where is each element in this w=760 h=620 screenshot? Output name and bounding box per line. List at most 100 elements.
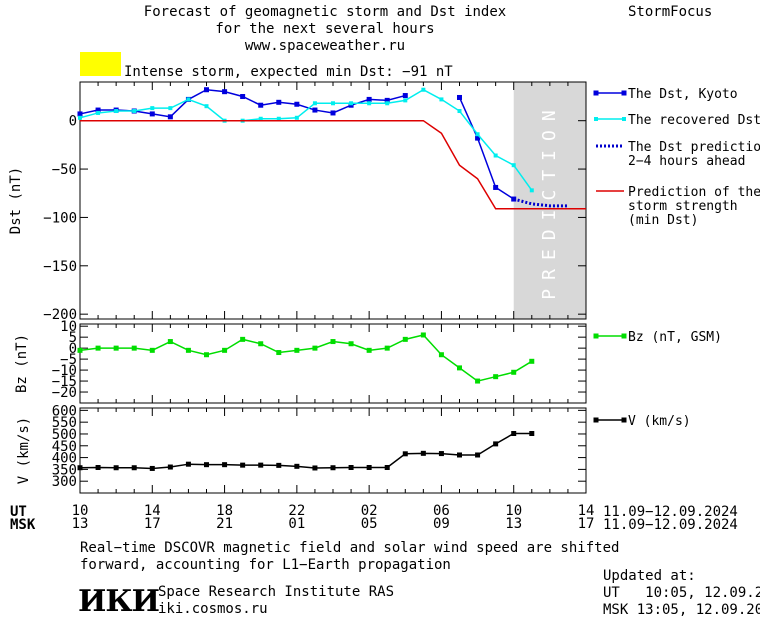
title-line-2: for the next several hours — [215, 21, 435, 37]
legend-label-dst-2: 2−4 hours ahead — [628, 154, 745, 169]
data-point-bz-0 — [204, 352, 209, 358]
iki-logo: ИКИ — [78, 584, 160, 619]
legend-label-dst-1: The recovered Dst — [628, 113, 760, 128]
y-tick-label-dst: −150 — [43, 259, 77, 275]
data-point-bz-0 — [438, 352, 444, 358]
y-tick-label-bz: −5 — [60, 352, 77, 368]
data-point-dst-1 — [367, 101, 372, 106]
updated-label: Updated at: — [603, 568, 696, 584]
footer-note-line-1: Real−time DSCOVR magnetic field and sola… — [80, 540, 620, 556]
data-point-bz-0 — [240, 336, 246, 342]
data-point-dst-0 — [402, 93, 408, 99]
data-point-dst-1 — [421, 87, 426, 92]
data-point-dst-1 — [150, 106, 155, 111]
updated-ut: UT 10:05, 12.09.2024 — [603, 585, 760, 601]
legend-marker — [622, 117, 626, 121]
data-point-v-0 — [95, 465, 101, 470]
data-point-v-0 — [185, 461, 191, 467]
legend-label-v-0: V (km/s) — [628, 414, 691, 429]
data-point-bz-0 — [312, 345, 318, 351]
series-line-dst-3 — [80, 119, 586, 210]
data-point-dst-1 — [132, 109, 137, 114]
series-line-dst-2 — [513, 197, 568, 208]
data-point-dst-0 — [330, 110, 336, 116]
data-point-dst-0 — [149, 111, 155, 117]
data-point-v-0 — [529, 431, 535, 436]
y-tick-label-bz: 5 — [69, 330, 77, 346]
data-point-v-0 — [475, 452, 481, 458]
data-point-v-0 — [258, 462, 264, 468]
prediction-label: PREDICTION — [539, 101, 560, 299]
data-point-bz-0 — [113, 345, 119, 351]
data-point-dst-1 — [511, 163, 516, 168]
data-point-dst-0 — [384, 97, 390, 103]
data-point-v-0 — [113, 465, 119, 471]
data-point-v-0 — [294, 463, 300, 469]
data-point-bz-0 — [276, 350, 282, 356]
data-point-bz-0 — [95, 345, 101, 351]
series-line-dst-1 — [79, 88, 533, 191]
data-point-dst-1 — [96, 110, 101, 115]
y-tick-label-bz: 0 — [69, 341, 77, 357]
data-point-bz-0 — [457, 365, 462, 371]
data-point-dst-1 — [204, 104, 209, 109]
data-point-dst-0 — [240, 94, 246, 100]
data-point-v-0 — [276, 462, 282, 468]
data-point-v-0 — [438, 451, 444, 457]
data-point-dst-0 — [167, 114, 173, 120]
data-point-dst-1 — [114, 109, 119, 114]
footer-note-line-2: forward, accounting for L1−Earth propaga… — [80, 557, 451, 573]
data-point-dst-1 — [276, 116, 281, 121]
data-point-v-0 — [384, 465, 390, 470]
data-point-v-0 — [457, 452, 462, 458]
data-point-dst-1 — [385, 101, 390, 106]
prediction-region — [513, 82, 586, 319]
data-point-dst-0 — [258, 102, 264, 108]
data-point-dst-1 — [78, 115, 82, 120]
data-point-dst-1 — [403, 98, 408, 103]
legend-label-dst-3: storm strength — [628, 199, 738, 214]
data-point-v-0 — [511, 431, 517, 436]
data-point-bz-0 — [402, 336, 408, 342]
data-point-dst-0 — [366, 96, 372, 102]
msk-tick-label: 13 — [505, 516, 522, 532]
ut-tick-label: 14 — [144, 503, 161, 519]
y-tick-label-bz: −15 — [52, 374, 77, 390]
y-axis-label-v: V (km/s) — [16, 417, 32, 484]
data-point-bz-0 — [493, 374, 499, 380]
data-point-bz-0 — [330, 339, 336, 345]
data-point-dst-1 — [168, 106, 173, 111]
data-point-bz-0 — [222, 347, 228, 353]
data-point-dst-1 — [331, 101, 335, 106]
data-point-bz-0 — [77, 347, 83, 353]
data-point-v-0 — [240, 462, 246, 468]
y-tick-label-v: 600 — [52, 403, 77, 419]
data-point-v-0 — [420, 450, 426, 456]
data-point-dst-0 — [294, 101, 300, 107]
legend-label-dst-3: Prediction of the — [628, 185, 760, 200]
data-point-dst-1 — [457, 109, 462, 114]
ut-tick-label: 02 — [361, 503, 378, 519]
data-point-dst-1 — [475, 132, 480, 137]
data-point-dst-1 — [493, 153, 498, 158]
alert-text: Intense storm, expected min Dst: −91 nT — [124, 64, 453, 80]
panel-frame-dst — [79, 81, 587, 320]
ut-tick-label: 10 — [72, 503, 89, 519]
legend-label-dst-3: (min Dst) — [628, 213, 698, 228]
data-point-dst-0 — [95, 107, 101, 113]
ut-tick-label: 18 — [216, 503, 233, 519]
updated-msk: MSK 13:05, 12.09.2024 — [603, 602, 760, 618]
msk-tick-label: 01 — [288, 516, 305, 532]
y-axis-label-bz: Bz (nT) — [14, 334, 30, 393]
legend-marker — [594, 117, 598, 121]
ut-tick-label: 22 — [288, 503, 305, 519]
y-axis-label-dst: Dst (nT) — [8, 167, 24, 234]
data-point-dst-0 — [457, 94, 462, 100]
data-point-bz-0 — [185, 347, 191, 353]
data-point-dst-1 — [258, 116, 263, 121]
data-point-dst-0 — [493, 184, 499, 190]
legend-label-dst-0: The Dst, Kyoto — [628, 87, 738, 102]
data-point-v-0 — [167, 464, 173, 470]
y-tick-label-dst: −200 — [43, 307, 77, 323]
